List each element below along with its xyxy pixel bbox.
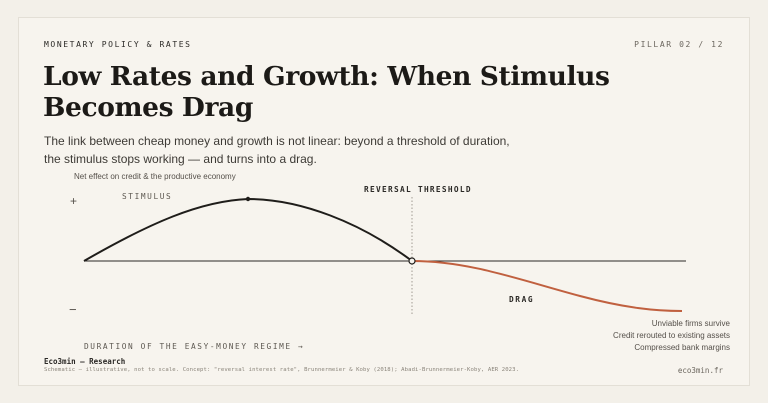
pillar-counter: PILLAR 02 / 12 (634, 40, 724, 49)
drag-label: DRAG (509, 295, 534, 304)
stimulus-curve (83, 197, 413, 262)
reversal-point-marker (408, 257, 416, 265)
stimulus-peak-marker (245, 196, 251, 202)
minus-sign: − (69, 302, 77, 317)
drag-curve (411, 260, 683, 312)
section-kicker: MONETARY POLICY & RATES (44, 40, 192, 49)
footer-brand: Eco3min — Research (44, 357, 126, 366)
consequence-item: Unviable firms survive (651, 319, 730, 328)
footer-url: eco3min.fr (677, 366, 723, 375)
page-title: Low Rates and Growth: When Stimulus Beco… (43, 61, 610, 123)
plus-sign: + (70, 194, 77, 208)
x-axis-label: DURATION OF THE EASY-MONEY REGIME → (84, 342, 305, 351)
threshold-label: REVERSAL THRESHOLD (364, 185, 472, 194)
consequence-item: Compressed bank margins (634, 343, 730, 352)
drag-consequences-list: Unviable firms survive Credit rerouted t… (613, 318, 730, 354)
footer-source-note: Schematic — illustrative, not to scale. … (44, 367, 520, 373)
y-axis-label: Net effect on credit & the productive ec… (74, 172, 236, 181)
stimulus-label: STIMULUS (122, 192, 172, 201)
consequence-item: Credit rerouted to existing assets (613, 331, 730, 340)
lede-paragraph: The link between cheap money and growth … (44, 134, 510, 166)
content-card (18, 17, 750, 386)
